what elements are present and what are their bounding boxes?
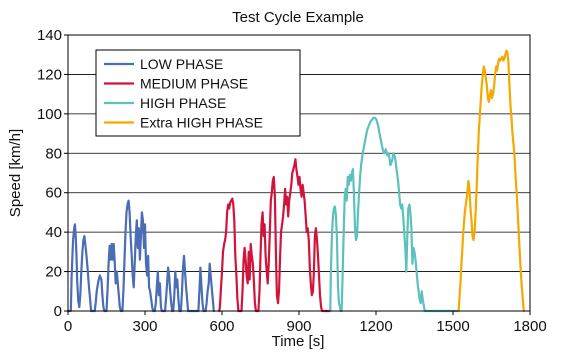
chart-title: Test Cycle Example (232, 9, 364, 26)
y-tick-label: 40 (45, 224, 62, 241)
legend-label: Extra HIGH PHASE (140, 115, 263, 131)
x-tick-label: 1500 (436, 318, 469, 335)
axis-ticks: 0 300 600 900 1200 1500 1800 0 20 40 60 80 100 120 140 (37, 27, 547, 335)
series-lines (66, 49, 525, 313)
x-axis-label: Time [s] (272, 333, 325, 350)
legend-label: MEDIUM PHASE (140, 76, 248, 92)
y-tick-label: 120 (37, 66, 62, 83)
y-tick-label: 140 (37, 27, 62, 44)
series-line-4 (457, 49, 525, 313)
y-tick-label: 0 (54, 303, 62, 320)
x-tick-label: 300 (132, 318, 157, 335)
legend: LOW PHASE MEDIUM PHASE HIGH PHASE Extra HIG… (95, 49, 301, 137)
x-tick-label: 1800 (513, 318, 546, 335)
x-tick-label: 600 (209, 318, 234, 335)
y-tick-label: 20 (45, 264, 62, 281)
x-tick-label: 0 (64, 318, 72, 335)
y-tick-label: 80 (45, 145, 62, 162)
y-tick-label: 100 (37, 106, 62, 123)
series-line-1 (66, 199, 215, 313)
x-tick-label: 900 (286, 318, 311, 335)
y-axis-label: Speed [km/h] (7, 129, 24, 217)
series-line-3 (329, 116, 460, 313)
legend-label: HIGH PHASE (140, 95, 226, 111)
series-line-2 (218, 158, 332, 313)
y-tick-label: 60 (45, 185, 62, 202)
x-tick-label: 1200 (359, 318, 392, 335)
legend-label: LOW PHASE (140, 56, 223, 72)
